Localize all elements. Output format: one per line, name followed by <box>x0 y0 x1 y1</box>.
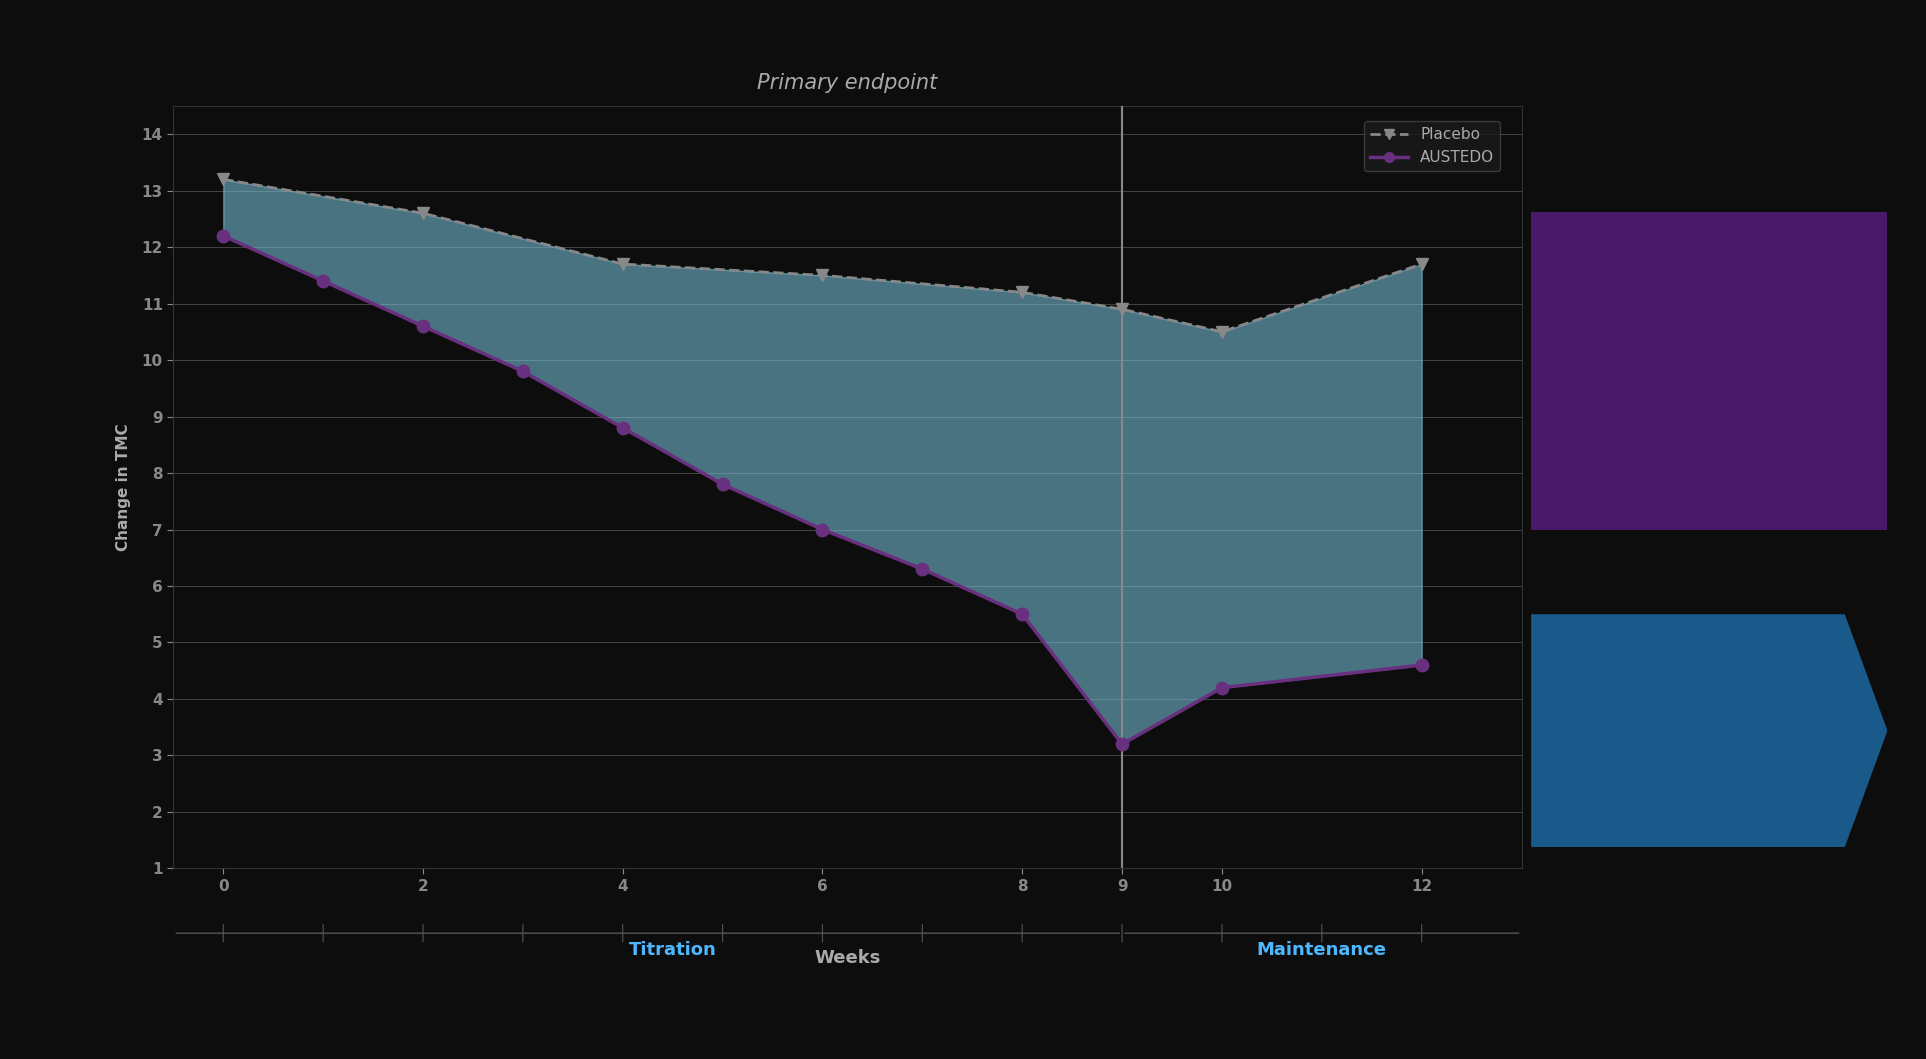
Line: Placebo: Placebo <box>218 173 1427 338</box>
AUSTEDO <box>811 523 834 536</box>
AUSTEDO <box>510 365 534 378</box>
Text: Maintenance: Maintenance <box>1258 940 1387 958</box>
AUSTEDO <box>412 320 435 333</box>
AUSTEDO <box>611 421 634 434</box>
Line: AUSTEDO: AUSTEDO <box>218 230 1427 751</box>
Placebo <box>1410 257 1433 270</box>
Placebo <box>1210 325 1233 338</box>
Text: Titration: Titration <box>628 940 716 958</box>
Text: >2x IMPROVEMENT
in TMC score seen
with AUSTEDO vs
placebo: >2x IMPROVEMENT in TMC score seen with A… <box>1612 320 1807 409</box>
Placebo <box>412 207 435 219</box>
AUSTEDO <box>312 274 335 287</box>
Placebo <box>1011 286 1034 299</box>
AUSTEDO <box>1410 659 1433 671</box>
Placebo <box>212 173 235 185</box>
Legend: Placebo, AUSTEDO: Placebo, AUSTEDO <box>1364 121 1500 170</box>
AUSTEDO <box>711 478 734 490</box>
Text: Long-term
results through
3 years: Long-term results through 3 years <box>1614 698 1770 764</box>
X-axis label: Weeks: Weeks <box>815 949 880 967</box>
Y-axis label: Change in TMC: Change in TMC <box>116 424 131 551</box>
AUSTEDO <box>1210 681 1233 694</box>
Title: Primary endpoint: Primary endpoint <box>757 73 938 93</box>
Polygon shape <box>1531 614 1887 847</box>
AUSTEDO <box>1011 608 1034 621</box>
AUSTEDO <box>911 562 934 575</box>
AUSTEDO <box>212 230 235 243</box>
Placebo <box>811 269 834 282</box>
AUSTEDO <box>1111 738 1134 751</box>
Placebo <box>1111 303 1134 316</box>
Placebo <box>611 257 634 270</box>
FancyBboxPatch shape <box>1520 202 1899 539</box>
